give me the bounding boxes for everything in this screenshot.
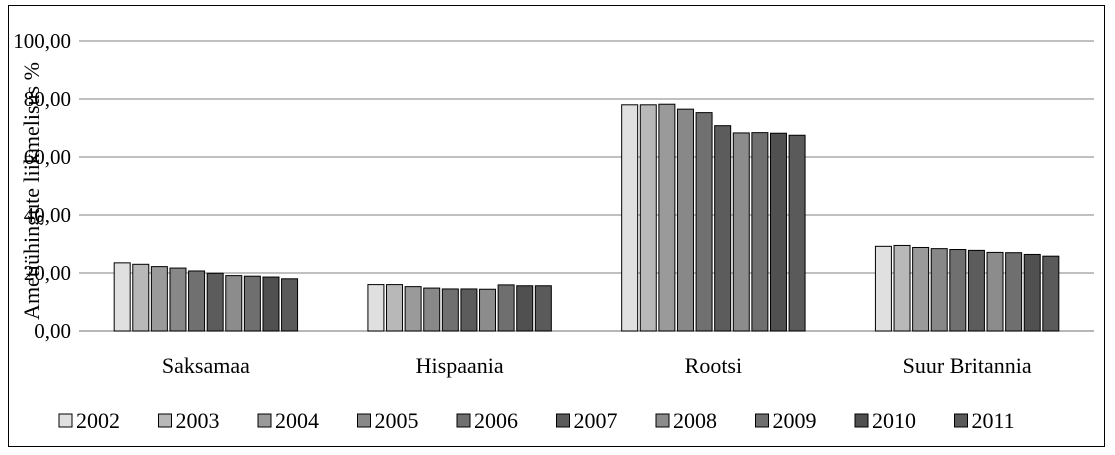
bar-2003-2 <box>639 104 657 332</box>
bar-2002-3 <box>874 245 892 332</box>
bar-2010-0 <box>262 276 280 332</box>
legend-label: 2008 <box>673 408 717 433</box>
legend-label: 2004 <box>275 408 319 433</box>
bar-2011-1 <box>534 285 552 332</box>
legend-label: 2002 <box>76 408 120 433</box>
legend-swatch <box>257 413 272 428</box>
bar-2011-3 <box>1042 255 1060 332</box>
legend-swatch <box>58 413 73 428</box>
legend-label: 2007 <box>574 408 618 433</box>
bar-2010-2 <box>769 132 787 332</box>
bar-2006-1 <box>441 288 459 332</box>
x-category-label: Saksamaa <box>162 353 250 378</box>
chart-frame: 0,00 20,00 40,00 60,00 80,00 100,00 Ametiühin… <box>8 5 1105 447</box>
bar-2009-3 <box>1005 252 1023 332</box>
y-tick-label: 40,00 <box>24 203 71 227</box>
y-tick-label: 0,00 <box>34 319 71 343</box>
bar-2005-1 <box>423 287 441 332</box>
bar-2004-1 <box>404 286 422 332</box>
legend-swatch <box>755 413 769 428</box>
legend-swatch <box>158 413 172 428</box>
legend: 2002 2003 2004 2005 2006 2007 2008 2009 2010 2011 <box>58 408 1015 433</box>
bar-2008-0 <box>225 275 243 332</box>
y-tick-label: 100,00 <box>13 29 71 53</box>
bar-2002-0 <box>113 262 131 332</box>
bar-2003-0 <box>132 263 150 332</box>
bar-2006-2 <box>695 112 713 332</box>
bar-2007-1 <box>460 288 478 332</box>
legend-swatch <box>556 413 570 428</box>
legend-label: 2010 <box>872 408 916 433</box>
legend-label: 2006 <box>474 408 518 433</box>
bar-2007-3 <box>967 249 985 332</box>
legend-label: 2011 <box>972 408 1015 433</box>
bar-2005-0 <box>169 267 187 332</box>
y-tick-label: 20,00 <box>24 261 71 285</box>
bar-2007-0 <box>206 272 224 332</box>
bar-2005-2 <box>676 108 694 332</box>
bar-2004-0 <box>150 266 168 332</box>
bar-2010-3 <box>1023 253 1041 332</box>
y-axis-ticks: 0,00 20,00 40,00 60,00 80,00 100,00 <box>13 29 71 343</box>
x-category-label: Hispaania <box>416 353 504 378</box>
bar-2010-1 <box>516 285 534 332</box>
legend-swatch <box>854 413 869 428</box>
bar-2006-0 <box>188 270 206 332</box>
x-axis-categories: Saksamaa Hispaania Rootsi Suur Britannia <box>162 353 1032 378</box>
legend-swatch <box>357 413 371 428</box>
x-category-label: Suur Britannia <box>903 353 1032 378</box>
bar-2002-1 <box>367 284 385 332</box>
bar-2008-2 <box>732 132 750 332</box>
bar-2003-3 <box>893 244 911 332</box>
bar-2005-3 <box>930 248 948 332</box>
bar-2009-1 <box>497 284 515 332</box>
y-tick-label: 60,00 <box>24 145 71 169</box>
x-category-label: Rootsi <box>685 353 742 378</box>
legend-label: 2009 <box>773 408 817 433</box>
bar-2004-2 <box>658 103 676 332</box>
bar-2002-2 <box>621 104 639 332</box>
bar-chart: 0,00 20,00 40,00 60,00 80,00 100,00 Ametiühin… <box>13 29 1094 433</box>
bar-2008-1 <box>479 288 497 332</box>
legend-swatch <box>456 413 471 428</box>
bar-2007-2 <box>714 125 732 332</box>
y-tick-label: 80,00 <box>24 87 71 111</box>
bar-2009-2 <box>751 132 769 332</box>
bar-2011-2 <box>788 134 806 332</box>
bar-2008-3 <box>986 251 1004 332</box>
legend-swatch <box>655 413 670 428</box>
legend-swatch <box>954 413 968 428</box>
bars <box>113 103 1060 332</box>
bar-2004-3 <box>912 246 930 332</box>
legend-label: 2005 <box>375 408 419 433</box>
bar-2006-3 <box>949 249 967 332</box>
bar-2003-1 <box>386 284 404 332</box>
legend-label: 2003 <box>176 408 220 433</box>
bar-2011-0 <box>281 278 299 332</box>
y-axis-label: Ametiühingute liikmelisus % <box>19 62 44 320</box>
bar-2009-0 <box>243 275 261 332</box>
